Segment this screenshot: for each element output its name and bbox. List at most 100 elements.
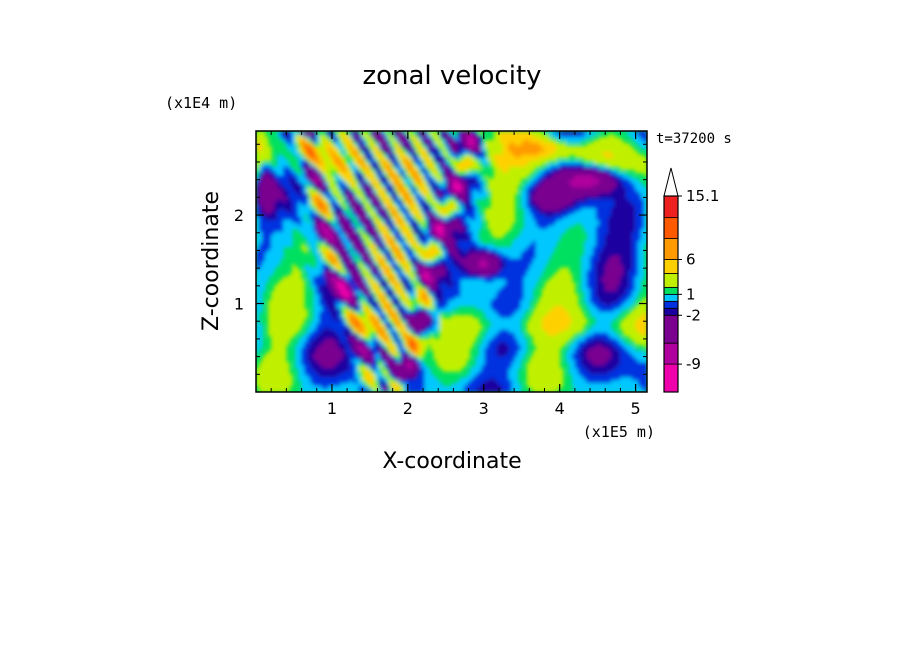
contour-cell bbox=[319, 217, 323, 221]
contour-cell bbox=[379, 288, 383, 292]
contour-cell bbox=[367, 261, 371, 266]
contour-cell bbox=[319, 294, 323, 298]
contour-cell bbox=[421, 347, 426, 352]
contour-cell bbox=[337, 131, 341, 135]
contour-cell bbox=[403, 383, 407, 387]
contour-cell bbox=[349, 368, 353, 372]
contour-cell bbox=[283, 279, 287, 283]
contour-cell bbox=[376, 145, 380, 150]
contour-cell bbox=[364, 377, 368, 381]
contour-cell bbox=[424, 151, 429, 156]
contour-cell bbox=[385, 169, 389, 174]
contour-cell bbox=[370, 291, 374, 295]
contour-cell bbox=[400, 335, 404, 340]
contour-cell bbox=[358, 205, 362, 209]
contour-cell bbox=[388, 252, 392, 257]
contour-cell bbox=[361, 294, 365, 298]
contour-cell bbox=[274, 359, 278, 363]
contour-cell bbox=[436, 196, 441, 200]
contour-cell bbox=[280, 353, 284, 358]
contour-cell bbox=[427, 214, 432, 218]
contour-cell bbox=[349, 240, 353, 245]
contour-cell bbox=[340, 341, 344, 346]
contour-cell bbox=[355, 196, 359, 200]
contour-cell bbox=[322, 386, 326, 390]
contour-cell bbox=[412, 181, 417, 185]
contour-cell bbox=[283, 133, 287, 138]
contour-cell bbox=[307, 202, 311, 206]
contour-cell bbox=[349, 341, 353, 346]
contour-cell bbox=[406, 264, 410, 269]
contour-cell bbox=[388, 297, 392, 301]
contour-cell bbox=[403, 214, 407, 218]
contour-cell bbox=[331, 368, 335, 372]
contour-cell bbox=[271, 362, 275, 366]
contour-cell bbox=[394, 297, 398, 301]
contour-cell bbox=[433, 222, 438, 227]
contour-cell bbox=[397, 255, 401, 260]
contour-cell bbox=[322, 243, 326, 248]
contour-cell bbox=[451, 193, 456, 197]
contour-cell bbox=[445, 288, 450, 292]
contour-cell bbox=[262, 202, 266, 206]
contour-cell bbox=[328, 329, 332, 334]
contour-cell bbox=[334, 166, 338, 171]
contour-cell bbox=[283, 228, 287, 233]
contour-cell bbox=[424, 187, 429, 191]
contour-cell bbox=[307, 205, 311, 209]
contour-cell bbox=[271, 300, 275, 304]
contour-cell bbox=[283, 202, 287, 206]
contour-cell bbox=[364, 252, 368, 257]
contour-cell bbox=[277, 190, 281, 194]
contour-cell bbox=[277, 217, 281, 221]
contour-cell bbox=[394, 133, 398, 138]
contour-cell bbox=[400, 270, 404, 274]
contour-cell bbox=[358, 332, 362, 337]
contour-cell bbox=[343, 335, 347, 340]
contour-cell bbox=[319, 133, 323, 138]
contour-cell bbox=[256, 217, 260, 221]
contour-cell bbox=[259, 160, 263, 165]
contour-cell bbox=[367, 300, 371, 304]
contour-cell bbox=[262, 181, 266, 185]
contour-cell bbox=[349, 335, 353, 340]
contour-cell bbox=[391, 160, 395, 165]
contour-cell bbox=[379, 145, 383, 150]
contour-cell bbox=[379, 297, 383, 301]
contour-cell bbox=[352, 291, 356, 295]
contour-cell bbox=[265, 222, 269, 227]
contour-cell bbox=[334, 225, 338, 230]
contour-cell bbox=[322, 214, 326, 218]
contour-cell bbox=[448, 329, 453, 334]
contour-cell bbox=[334, 237, 338, 242]
contour-cell bbox=[409, 196, 413, 200]
contour-cell bbox=[268, 166, 272, 171]
contour-cell bbox=[439, 362, 444, 366]
contour-cell bbox=[382, 175, 386, 180]
contour-cell bbox=[373, 231, 377, 236]
contour-cell bbox=[274, 386, 278, 390]
contour-cell bbox=[394, 217, 398, 221]
contour-cell bbox=[421, 202, 426, 206]
contour-cell bbox=[445, 320, 450, 325]
contour-cell bbox=[280, 377, 284, 381]
contour-cell bbox=[370, 228, 374, 233]
contour-cell bbox=[370, 219, 374, 224]
contour-cell bbox=[436, 136, 441, 141]
contour-cell bbox=[259, 193, 263, 197]
contour-cell bbox=[334, 320, 338, 325]
contour-cell bbox=[298, 279, 302, 283]
contour-cell bbox=[418, 160, 423, 165]
contour-cell bbox=[310, 386, 314, 390]
contour-cell bbox=[433, 329, 438, 334]
contour-cell bbox=[388, 305, 392, 310]
contour-cell bbox=[307, 389, 311, 392]
contour-cell bbox=[262, 222, 266, 227]
contour-cell bbox=[286, 377, 290, 381]
contour-cell bbox=[346, 193, 350, 197]
contour-cell bbox=[277, 294, 281, 298]
contour-cell bbox=[391, 172, 395, 177]
contour-cell bbox=[439, 267, 444, 271]
contour-cell bbox=[280, 317, 284, 322]
contour-cell bbox=[442, 362, 447, 366]
